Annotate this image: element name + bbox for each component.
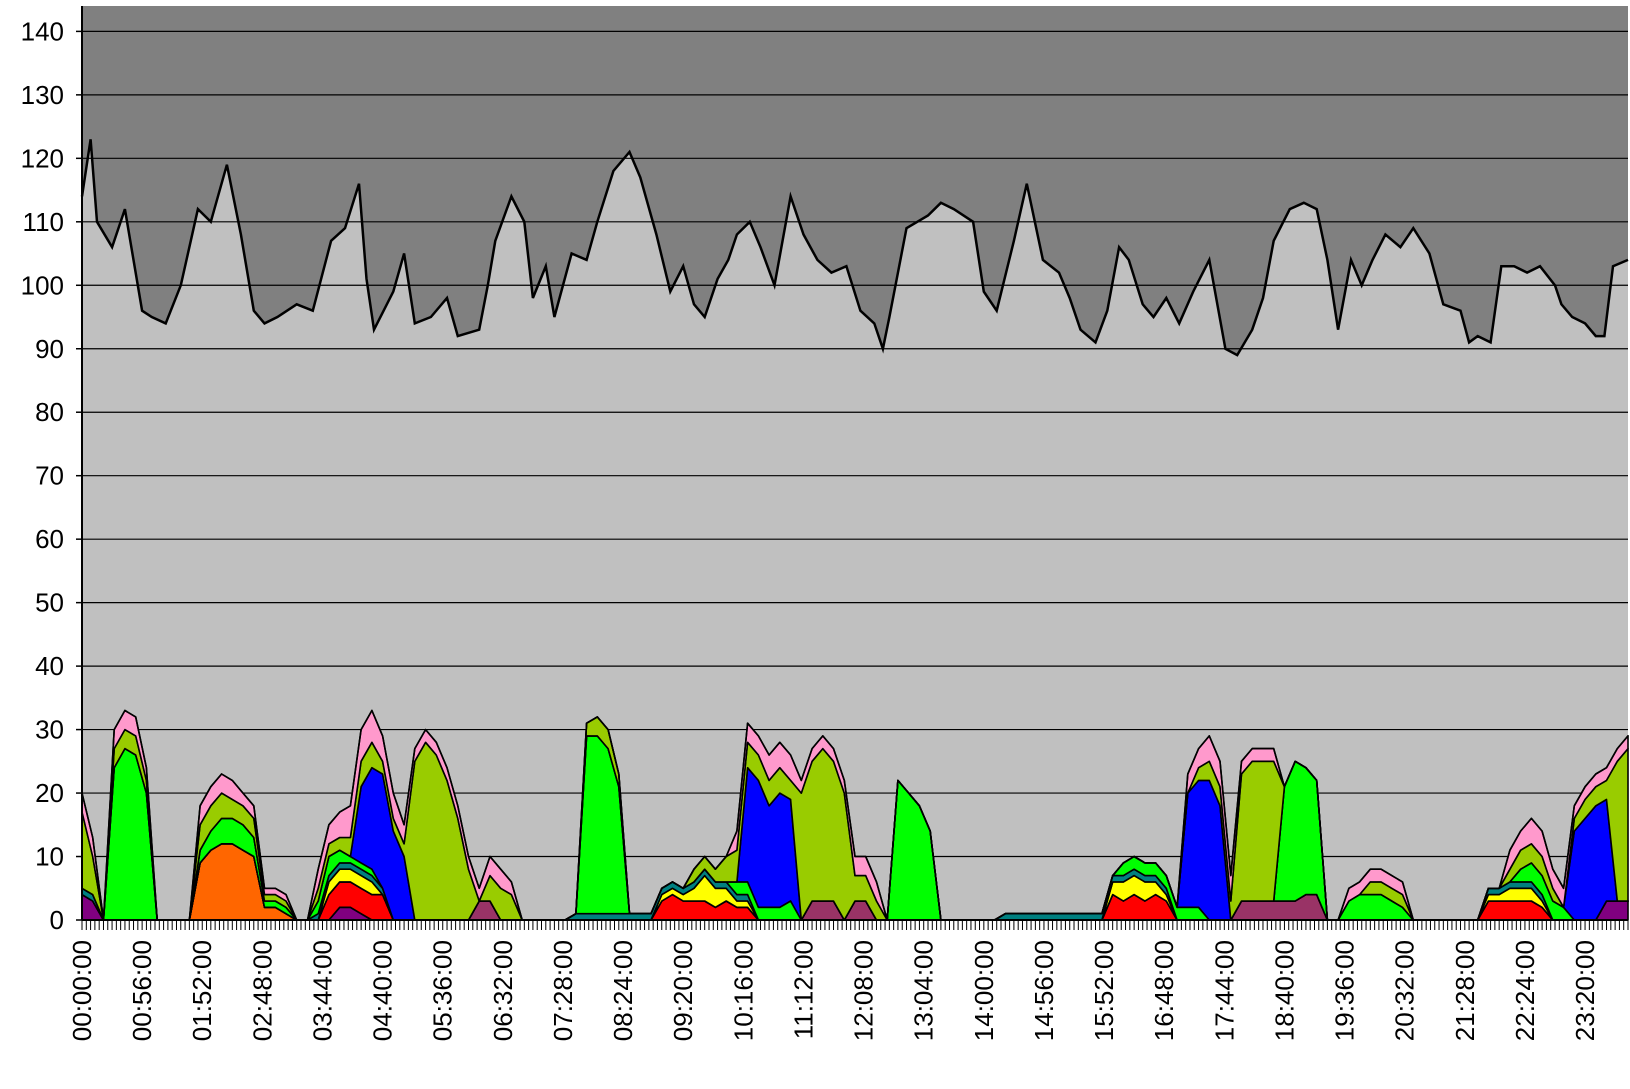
x-tick-label: 11:12:00	[788, 940, 818, 1039]
x-tick-label: 15:52:00	[1089, 940, 1119, 1041]
x-tick-label: 14:56:00	[1029, 940, 1059, 1041]
y-tick-label: 10	[35, 842, 64, 872]
y-axis-tick-labels: 0 10 20 30 40 50 60 70 80 90 100 110 120 130 140	[21, 16, 64, 935]
x-tick-label: 14:00:00	[969, 940, 999, 1041]
x-tick-label: 04:40:00	[368, 940, 398, 1041]
stacked-area-series	[81, 709, 1629, 921]
x-tick-label: 19:36:00	[1330, 940, 1360, 1041]
x-tick-label: 07:28:00	[548, 940, 578, 1041]
y-tick-label: 60	[35, 524, 64, 554]
capacity-layer	[80, 6, 1629, 357]
x-tick-label: 12:08:00	[849, 940, 879, 1041]
x-tick-label: 20:32:00	[1390, 940, 1420, 1041]
y-tick-label: 0	[50, 905, 64, 935]
y-tick-label: 140	[21, 16, 64, 46]
x-tick-label: 22:24:00	[1510, 940, 1540, 1041]
x-tick-label: 10:16:00	[728, 940, 758, 1041]
y-tick-label: 100	[21, 270, 64, 300]
y-tick-label: 20	[35, 778, 64, 808]
y-tick-label: 50	[35, 588, 64, 618]
x-tick-label: 08:24:00	[608, 940, 638, 1041]
x-axis-tick-labels: 00:00:00 00:56:00 01:52:00 02:48:00 03:44:00…	[67, 940, 1600, 1041]
x-tick-label: 00:56:00	[127, 940, 157, 1041]
x-tick-label: 05:36:00	[428, 940, 458, 1041]
x-tick-label: 18:40:00	[1269, 940, 1299, 1041]
y-tick-label: 70	[35, 461, 64, 491]
x-tick-label: 09:20:00	[668, 940, 698, 1041]
stack-series-11	[81, 709, 1629, 921]
y-tick-label: 110	[23, 207, 64, 237]
gridlines	[82, 30, 1628, 858]
x-tick-label: 23:20:00	[1570, 940, 1600, 1041]
capacity-line	[80, 139, 1629, 357]
axes	[76, 6, 1629, 930]
x-tick-label: 02:48:00	[247, 940, 277, 1041]
x-tick-label: 01:52:00	[187, 940, 217, 1041]
x-tick-label: 13:04:00	[909, 940, 939, 1041]
y-tick-label: 30	[35, 715, 64, 745]
y-tick-label: 80	[35, 397, 64, 427]
x-tick-label: 21:28:00	[1450, 940, 1480, 1041]
y-tick-label: 130	[21, 80, 64, 110]
x-tick-label: 17:44:00	[1209, 940, 1239, 1041]
x-tick-label: 16:48:00	[1149, 940, 1179, 1041]
x-tick-label: 03:44:00	[307, 940, 337, 1041]
x-tick-label: 00:00:00	[67, 940, 97, 1041]
y-tick-label: 120	[21, 143, 64, 173]
x-tick-label: 06:32:00	[488, 940, 518, 1041]
capacity-area	[82, 6, 1628, 356]
y-tick-label: 90	[35, 334, 64, 364]
y-tick-label: 40	[35, 651, 64, 681]
